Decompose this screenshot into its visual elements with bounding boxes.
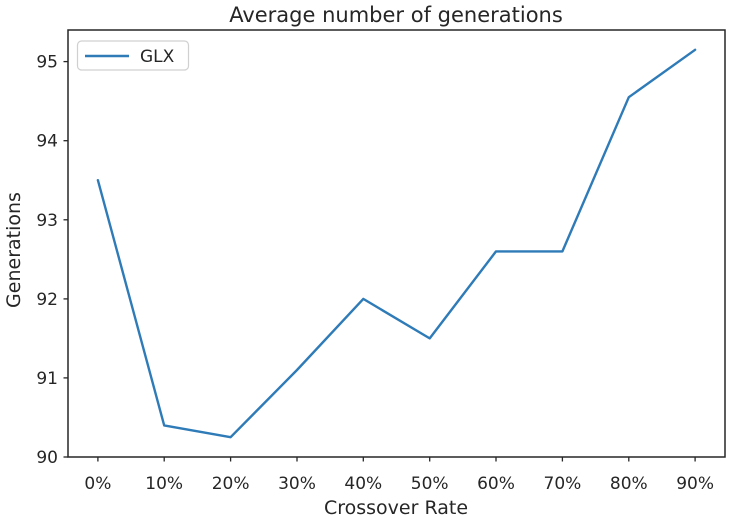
x-axis: 0% 10% 20% 30% 40% 50% 60% 70% 80% 90% [84, 457, 714, 494]
y-tick-label: 94 [36, 132, 58, 152]
x-tick-label: 20% [212, 474, 250, 494]
y-tick-label: 90 [36, 448, 58, 468]
x-tick-label: 30% [278, 474, 316, 494]
x-tick-label: 90% [676, 474, 714, 494]
plot-frame [67, 29, 726, 458]
legend-box [76, 40, 190, 71]
series-line-glx [96, 48, 697, 439]
x-tick-label: 50% [411, 474, 449, 494]
x-tick-label: 70% [544, 474, 582, 494]
series-group [96, 48, 697, 439]
x-tick-label: 40% [344, 474, 382, 494]
legend: GLX [76, 40, 190, 71]
y-axis: 90 91 92 93 94 95 [36, 53, 68, 468]
y-tick-label: 95 [36, 53, 58, 73]
x-tick-label: 60% [477, 474, 515, 494]
x-tick-label: 0% [84, 474, 111, 494]
x-axis-label: Crossover Rate [324, 497, 468, 519]
plot-area [68, 30, 725, 457]
x-tick-label: 10% [145, 474, 183, 494]
x-tick-label: 80% [610, 474, 648, 494]
y-tick-label: 92 [36, 290, 58, 310]
chart-title: Average number of generations [229, 3, 563, 27]
legend-label-glx: GLX [140, 47, 175, 67]
y-tick-label: 93 [36, 211, 58, 231]
y-axis-label: Generations [3, 192, 25, 308]
y-tick-label: 91 [36, 369, 58, 389]
